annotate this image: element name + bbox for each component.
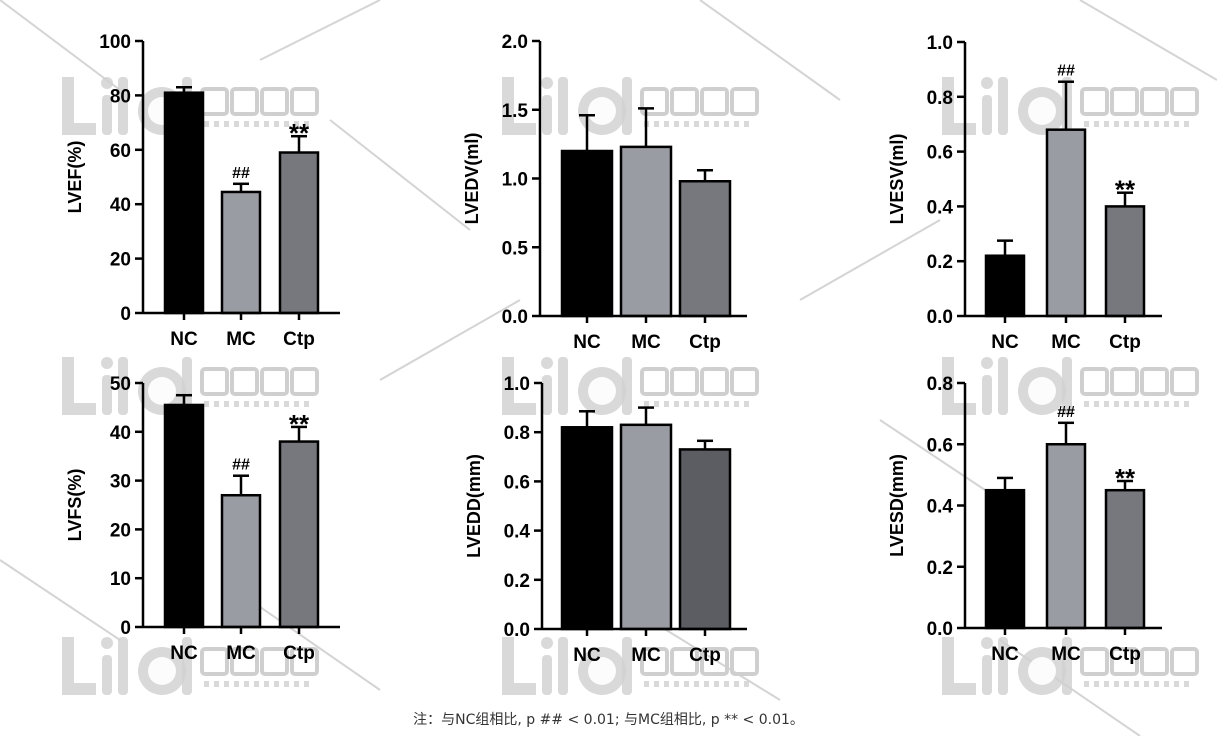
bar-ctp: [278, 151, 320, 315]
bar-nc: [984, 254, 1026, 318]
y-axis-label: LVFS(%): [65, 469, 85, 542]
y-tick-label: 0: [120, 304, 131, 325]
bar-mc: [220, 493, 262, 629]
watermark-logo: [502, 637, 759, 695]
y-axis-label: LVESD(mm): [887, 454, 907, 557]
x-tick-label: NC: [991, 332, 1019, 353]
bar-ctp: [278, 440, 320, 629]
significance-label: ##: [1057, 63, 1075, 80]
watermark-logo: [502, 77, 759, 135]
bar-mc: [619, 423, 673, 631]
y-tick-label: 50: [110, 374, 131, 395]
bar-mc: [619, 145, 673, 318]
y-tick-label: 2.0: [502, 32, 528, 53]
y-tick-label: 0.2: [927, 558, 953, 579]
y-tick-label: 0.4: [504, 522, 531, 543]
bar-nc: [163, 403, 205, 629]
significance-label: **: [1115, 175, 1136, 205]
bar-mc: [220, 190, 262, 315]
bar-nc: [163, 91, 205, 315]
bar-ctp: [678, 448, 732, 631]
y-axis-label: LVEDV(ml): [462, 133, 482, 225]
y-tick-label: 0.6: [504, 472, 530, 493]
y-tick-label: 1.0: [504, 374, 530, 395]
significance-label: **: [1115, 463, 1136, 493]
significance-label: ##: [1057, 404, 1075, 421]
bar-ctp: [1104, 488, 1146, 630]
x-tick-label: MC: [1051, 644, 1081, 665]
y-axis-label: LVEF(%): [65, 141, 85, 214]
x-tick-label: MC: [1051, 332, 1081, 353]
x-tick-label: MC: [631, 332, 661, 353]
chart-lvesv: NC ## MC ** Ctp 0.0 0.2 0.4 0.6 0.8 1.0 LVESV(ml): [887, 33, 1162, 353]
y-tick-label: 30: [110, 472, 131, 493]
x-tick-label: MC: [226, 643, 256, 664]
y-tick-label: 0.0: [927, 619, 953, 640]
y-tick-label: 100: [99, 32, 131, 53]
significance-label: ##: [232, 165, 250, 182]
x-tick-label: Ctp: [689, 332, 721, 353]
y-tick-label: 0.0: [504, 620, 530, 641]
chart-lvfs: NC ## MC ** Ctp 0 10 20 30 40 50 LVFS(%): [65, 374, 340, 664]
x-tick-label: MC: [226, 329, 256, 350]
x-tick-label: Ctp: [283, 329, 315, 350]
y-tick-label: 1.5: [502, 101, 529, 122]
y-tick-label: 1.0: [927, 33, 953, 54]
x-tick-label: NC: [170, 643, 198, 664]
y-tick-label: 0.6: [927, 143, 953, 164]
footnote: 注：与NC组相比, p ## < 0.01; 与MC组相比, p ** < 0.…: [413, 712, 804, 728]
y-tick-label: 0.0: [927, 307, 953, 328]
x-tick-label: NC: [573, 645, 601, 666]
y-tick-label: 0.8: [927, 374, 953, 395]
chart-lvef: NC ## MC ** Ctp 0 20 40 60 80 100 LVEF(%): [65, 32, 340, 350]
watermark-logo: [942, 77, 1199, 135]
y-axis-label: LVEDD(mm): [464, 454, 484, 558]
watermark-logo: [942, 637, 1199, 695]
significance-label: ##: [232, 457, 250, 474]
chart-lvedd: NC MC Ctp 0.0 0.2 0.4 0.6 0.8 1.0 LVEDD(mm): [464, 374, 747, 666]
y-tick-label: 0.6: [927, 435, 953, 456]
x-tick-label: Ctp: [1109, 644, 1141, 665]
bar-nc: [560, 426, 614, 631]
y-tick-label: 20: [110, 250, 131, 271]
y-tick-label: 0.4: [927, 197, 954, 218]
y-tick-label: 40: [110, 423, 131, 444]
y-tick-label: 80: [110, 86, 131, 107]
y-tick-label: 60: [110, 141, 131, 162]
y-tick-label: 0.2: [927, 252, 953, 273]
y-tick-label: 0.0: [502, 307, 528, 328]
y-tick-label: 1.0: [502, 170, 528, 191]
y-tick-label: 0.2: [504, 571, 530, 592]
x-tick-label: NC: [170, 329, 198, 350]
x-tick-label: NC: [573, 332, 601, 353]
y-tick-label: 0.8: [504, 423, 530, 444]
chart-lvesd: NC ## MC ** Ctp 0.0 0.2 0.4 0.6 0.8 LVESD(mm): [887, 374, 1162, 665]
y-tick-label: 0.8: [927, 88, 953, 109]
bar-ctp: [1104, 205, 1146, 318]
y-axis-label: LVESV(ml): [887, 134, 907, 225]
y-tick-label: 0.4: [927, 497, 954, 518]
significance-label: **: [289, 118, 310, 148]
watermark-logo: [502, 357, 759, 415]
bar-mc: [1045, 128, 1087, 318]
watermark-logo: [62, 637, 319, 695]
x-tick-label: Ctp: [689, 645, 721, 666]
chart-lvedv: NC MC Ctp 0.0 0.5 1.0 1.5 2.0 LVEDV(ml): [462, 32, 747, 353]
significance-label: **: [289, 409, 310, 439]
x-tick-label: Ctp: [1109, 332, 1141, 353]
watermark-logo: [942, 357, 1199, 415]
x-tick-label: MC: [631, 645, 661, 666]
bar-nc: [984, 488, 1026, 630]
y-tick-label: 20: [110, 520, 131, 541]
bar-ctp: [678, 180, 732, 318]
x-tick-label: NC: [991, 644, 1019, 665]
y-tick-label: 0.5: [502, 238, 529, 259]
y-tick-label: 10: [110, 569, 131, 590]
y-tick-label: 40: [110, 195, 131, 216]
x-tick-label: Ctp: [283, 643, 315, 664]
bar-mc: [1045, 443, 1087, 630]
y-tick-label: 0: [120, 618, 131, 639]
bar-nc: [560, 149, 614, 318]
